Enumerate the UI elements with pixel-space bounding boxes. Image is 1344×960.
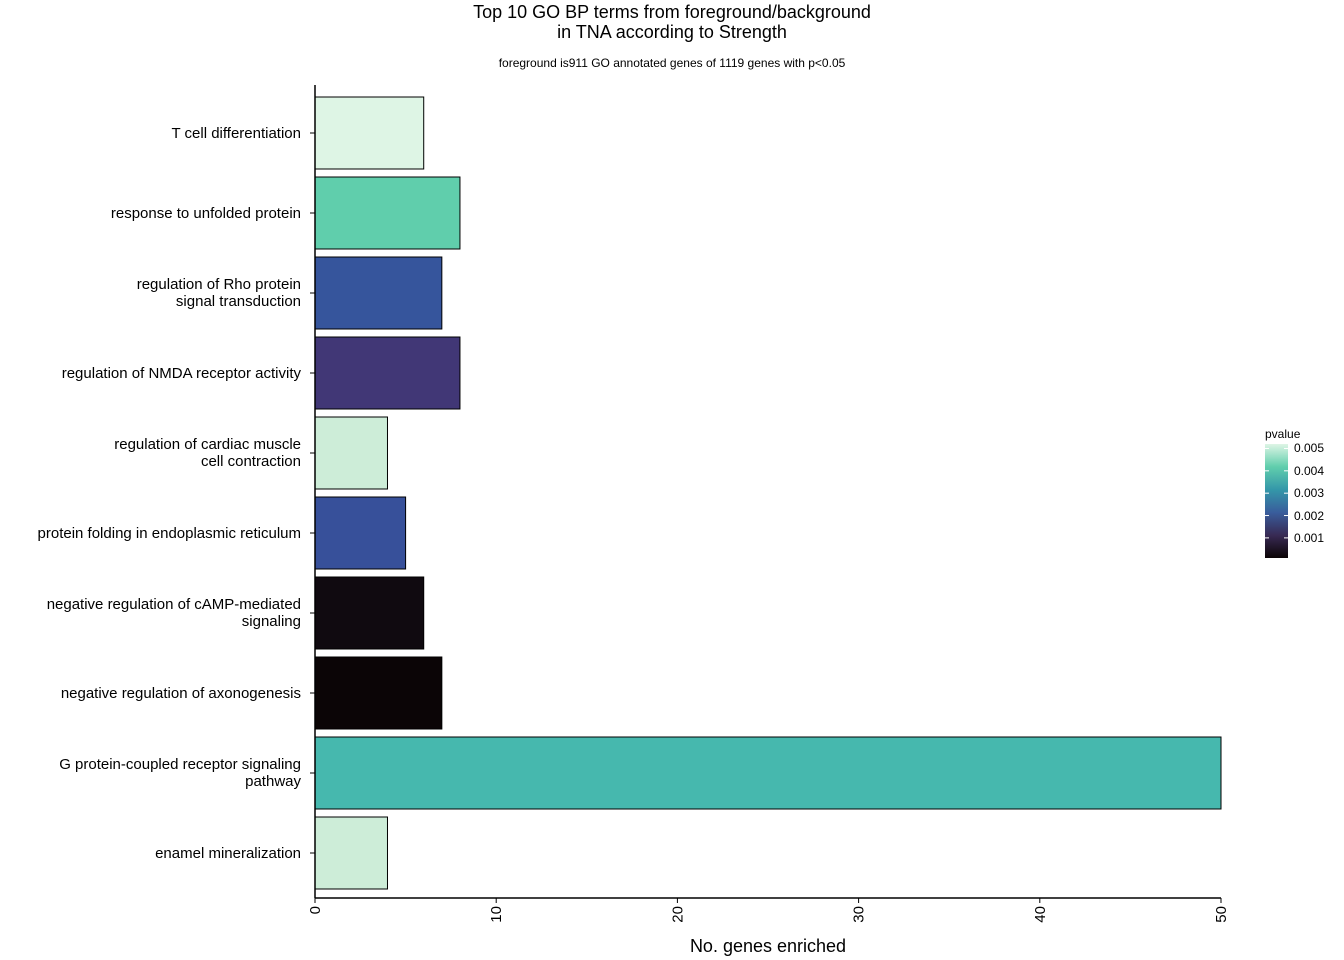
legend-tick-label-3: 0.002: [1294, 508, 1325, 523]
y-tick-label-2: regulation of Rho protein signal transduc…: [137, 276, 301, 310]
bar-4: [314, 416, 388, 490]
y-tick-label-4: regulation of cardiac muscle cell contrac…: [114, 436, 301, 470]
x-axis-title: No. genes enriched: [689, 936, 847, 956]
chart-subtitle: foreground is911 GO annotated genes of 1…: [498, 56, 846, 70]
legend-tick-label-2: 0.003: [1294, 486, 1325, 501]
legend-colorbar: [1265, 444, 1288, 558]
y-tick-label-line: regulation of Rho protein: [136, 276, 301, 293]
y-tick-label-line: negative regulation of cAMP-mediated: [46, 596, 301, 613]
legend-tick-label-4: 0.001: [1294, 530, 1325, 545]
bar-2: [314, 256, 443, 330]
y-tick-label-line: signaling: [241, 613, 301, 630]
x-tick-label-2: 20: [669, 906, 686, 923]
y-tick-label-6: negative regulation of cAMP-mediated sign…: [47, 596, 301, 630]
legend-tick-label-1: 0.004: [1294, 463, 1325, 478]
y-tick-label-line: enamel mineralization: [155, 844, 301, 862]
legend-tick-label-0: 0.005: [1294, 441, 1325, 456]
legend-title: pvalue: [1265, 427, 1301, 441]
x-tick-label-0: 0: [307, 906, 324, 914]
y-tick-label-8: G protein-coupled receptor signaling path…: [59, 756, 301, 790]
y-tick-label-9: enamel mineralization: [155, 845, 301, 862]
y-tick-label-0: T cell differentiation: [171, 125, 301, 142]
bar-8: [314, 736, 1222, 810]
y-tick-label-line: G protein-coupled receptor signaling: [59, 756, 301, 773]
x-tick-label-1: 10: [488, 906, 505, 923]
chart-title-line-2: in TNA according to Strength: [557, 22, 787, 42]
y-tick-label-1: response to unfolded protein: [111, 205, 301, 222]
y-tick-label-line: response to unfolded protein: [110, 204, 301, 222]
bar-1: [314, 176, 461, 250]
y-tick-label-7: negative regulation of axonogenesis: [61, 685, 301, 702]
bar-3: [314, 336, 461, 410]
y-tick-label-line: T cell differentiation: [171, 124, 301, 142]
y-tick-label-line: regulation of NMDA receptor activity: [61, 364, 301, 382]
x-tick-label-4: 40: [1032, 906, 1049, 923]
bar-7: [314, 656, 443, 730]
x-tick-label-3: 30: [851, 906, 868, 923]
bar-0: [314, 96, 425, 170]
y-tick-label-line: signal transduction: [175, 293, 301, 310]
y-tick-label-3: regulation of NMDA receptor activity: [62, 365, 301, 382]
x-tick-label-5: 50: [1213, 906, 1230, 923]
y-tick-label-5: protein folding in endoplasmic reticulum: [38, 525, 301, 542]
y-tick-label-line: protein folding in endoplasmic reticulum: [37, 524, 301, 542]
chart-title-line-1: Top 10 GO BP terms from foreground/backg…: [473, 2, 871, 22]
y-tick-label-line: negative regulation of axonogenesis: [60, 684, 301, 702]
y-tick-label-line: regulation of cardiac muscle: [114, 436, 301, 453]
y-tick-label-line: cell contraction: [200, 453, 301, 470]
bar-6: [314, 576, 425, 650]
bar-9: [314, 816, 388, 890]
bar-5: [314, 496, 407, 570]
y-tick-label-line: pathway: [245, 773, 301, 790]
